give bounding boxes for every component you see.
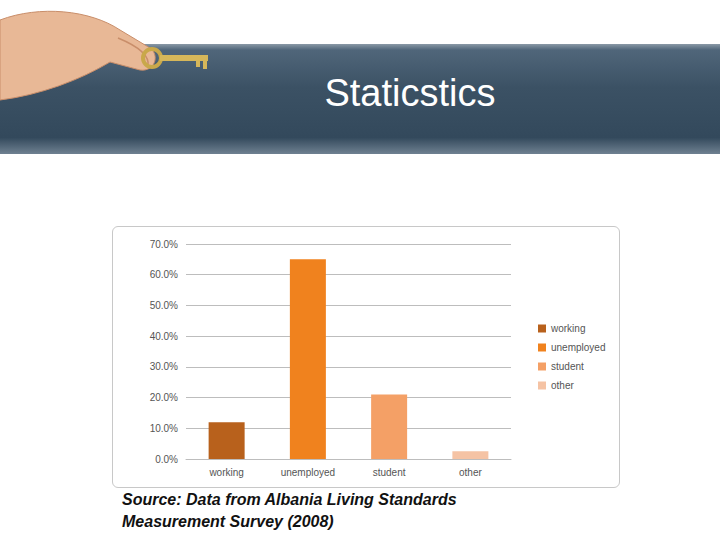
svg-text:working: working — [208, 467, 243, 478]
svg-text:working: working — [550, 323, 585, 334]
svg-text:other: other — [551, 380, 574, 391]
html-text:Staticstics: Staticstics — [324, 72, 496, 114]
html-text:Source: Data from Albania Livi: Source: Data from Albania Living Standar… — [122, 491, 457, 530]
svg-text:student: student — [373, 467, 406, 478]
svg-text:60.0%: 60.0% — [150, 269, 178, 280]
svg-text:20.0%: 20.0% — [150, 392, 178, 403]
svg-text:10.0%: 10.0% — [150, 423, 178, 434]
svg-text:unemployed: unemployed — [551, 342, 605, 353]
svg-text:40.0%: 40.0% — [150, 331, 178, 342]
svg-text:unemployed: unemployed — [281, 467, 335, 478]
svg-text:student: student — [551, 361, 584, 372]
svg-text:other: other — [459, 467, 482, 478]
svg-text:50.0%: 50.0% — [150, 300, 178, 311]
svg-text:0.0%: 0.0% — [155, 454, 178, 465]
svg-text:70.0%: 70.0% — [150, 239, 178, 250]
svg-text:30.0%: 30.0% — [150, 361, 178, 372]
